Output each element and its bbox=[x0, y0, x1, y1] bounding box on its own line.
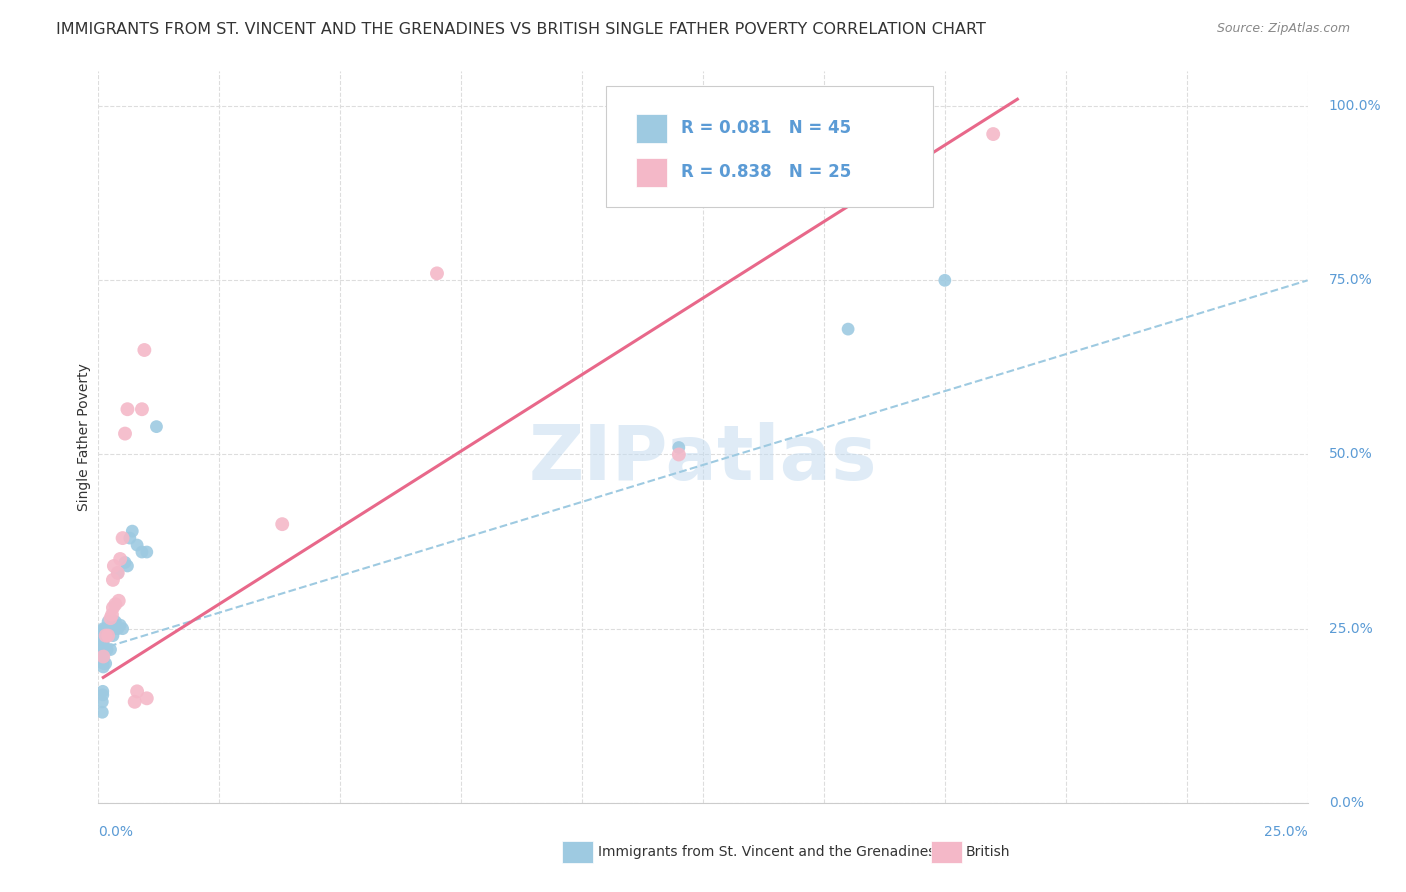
Point bbox=[91, 657, 114, 671]
Point bbox=[91, 644, 114, 658]
Point bbox=[131, 402, 153, 417]
Point bbox=[91, 642, 114, 657]
Point bbox=[91, 646, 114, 660]
Text: R = 0.838   N = 25: R = 0.838 N = 25 bbox=[682, 163, 852, 181]
Point bbox=[91, 629, 114, 643]
Point bbox=[886, 99, 908, 113]
Point bbox=[96, 642, 118, 657]
Point bbox=[134, 343, 156, 357]
Bar bbox=[637, 158, 666, 187]
Point bbox=[127, 684, 149, 698]
Point bbox=[135, 691, 157, 706]
Point bbox=[91, 688, 114, 702]
Point bbox=[101, 622, 124, 636]
Text: R = 0.081   N = 45: R = 0.081 N = 45 bbox=[682, 120, 852, 137]
Point bbox=[91, 649, 114, 664]
Point bbox=[91, 684, 114, 698]
Point bbox=[91, 653, 114, 667]
Text: 100.0%: 100.0% bbox=[1329, 99, 1381, 113]
Point bbox=[100, 611, 122, 625]
Point bbox=[131, 545, 153, 559]
Text: Immigrants from St. Vincent and the Grenadines: Immigrants from St. Vincent and the Gren… bbox=[598, 845, 935, 859]
Point bbox=[94, 629, 117, 643]
Point bbox=[117, 558, 139, 573]
Point bbox=[91, 622, 114, 636]
Point bbox=[91, 649, 114, 664]
Point bbox=[91, 705, 114, 719]
Point bbox=[91, 660, 114, 674]
Point bbox=[111, 622, 134, 636]
Point bbox=[91, 632, 114, 646]
Point bbox=[108, 618, 131, 632]
Point bbox=[91, 695, 114, 709]
Point bbox=[981, 127, 1004, 141]
Bar bbox=[637, 114, 666, 143]
Point bbox=[97, 622, 120, 636]
FancyBboxPatch shape bbox=[606, 86, 932, 207]
Point bbox=[117, 402, 139, 417]
Point bbox=[118, 531, 141, 545]
Text: 50.0%: 50.0% bbox=[1329, 448, 1372, 461]
Point bbox=[104, 615, 127, 629]
Point bbox=[91, 635, 114, 649]
Point bbox=[127, 538, 149, 552]
Point bbox=[111, 531, 134, 545]
Point bbox=[101, 600, 124, 615]
Point bbox=[101, 607, 124, 622]
Y-axis label: Single Father Poverty: Single Father Poverty bbox=[77, 363, 91, 511]
Point bbox=[91, 641, 114, 656]
Text: 25.0%: 25.0% bbox=[1264, 825, 1308, 839]
Point bbox=[103, 622, 125, 636]
Point bbox=[101, 629, 124, 643]
Text: 0.0%: 0.0% bbox=[98, 825, 134, 839]
Point bbox=[91, 623, 114, 637]
Text: 0.0%: 0.0% bbox=[1329, 796, 1364, 810]
Point bbox=[135, 545, 157, 559]
Point bbox=[426, 266, 449, 280]
Point bbox=[934, 273, 956, 287]
Text: 25.0%: 25.0% bbox=[1329, 622, 1372, 636]
Point bbox=[91, 640, 114, 654]
Point bbox=[108, 552, 131, 566]
Point bbox=[104, 597, 127, 611]
Point bbox=[114, 556, 136, 570]
Point bbox=[837, 322, 859, 336]
Point bbox=[107, 594, 129, 608]
Point bbox=[97, 615, 120, 629]
Point bbox=[107, 622, 129, 636]
Point bbox=[101, 618, 124, 632]
Point bbox=[94, 657, 117, 671]
Point bbox=[271, 517, 294, 532]
Point bbox=[100, 642, 122, 657]
Point bbox=[668, 448, 690, 462]
Point bbox=[91, 625, 114, 640]
Point bbox=[668, 441, 690, 455]
Point bbox=[91, 626, 114, 640]
Point bbox=[124, 695, 146, 709]
Point bbox=[145, 419, 167, 434]
Text: Source: ZipAtlas.com: Source: ZipAtlas.com bbox=[1216, 22, 1350, 36]
Point bbox=[107, 566, 129, 580]
Point bbox=[103, 558, 125, 573]
Text: IMMIGRANTS FROM ST. VINCENT AND THE GRENADINES VS BRITISH SINGLE FATHER POVERTY : IMMIGRANTS FROM ST. VINCENT AND THE GREN… bbox=[56, 22, 986, 37]
Point bbox=[97, 629, 120, 643]
Point bbox=[107, 566, 129, 580]
Point bbox=[121, 524, 143, 538]
Point bbox=[114, 426, 136, 441]
Point bbox=[101, 573, 124, 587]
Text: ZIPatlas: ZIPatlas bbox=[529, 422, 877, 496]
Text: 75.0%: 75.0% bbox=[1329, 273, 1372, 287]
Text: British: British bbox=[966, 845, 1011, 859]
